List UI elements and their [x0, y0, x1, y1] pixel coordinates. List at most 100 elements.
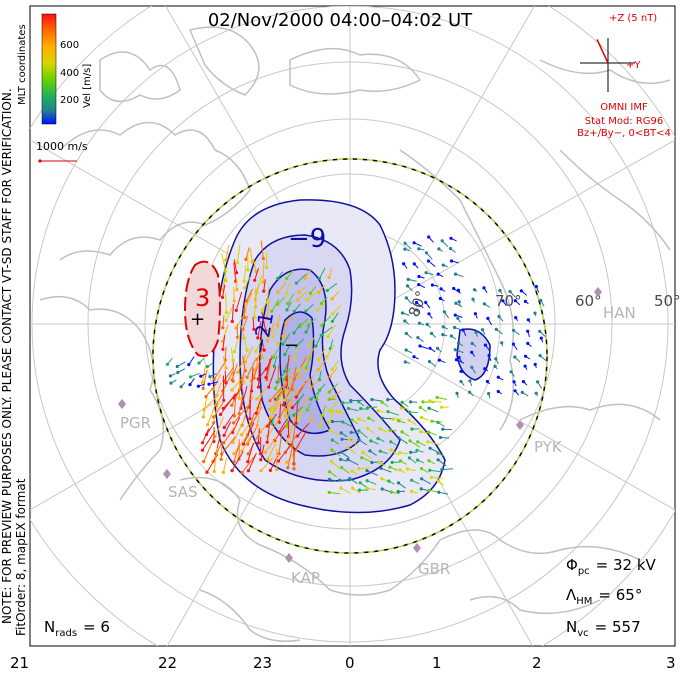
velocity-vector — [271, 404, 278, 412]
velocity-vector — [332, 390, 342, 399]
velocity-vector — [328, 401, 339, 411]
velocity-vector — [484, 368, 489, 372]
site-label-han: HAN — [603, 304, 636, 322]
velocity-vector — [329, 492, 340, 495]
velocity-vector — [282, 333, 291, 345]
velocity-vector — [282, 325, 286, 337]
site-marker-pyk — [516, 420, 524, 430]
velocity-vector — [348, 438, 359, 447]
velocity-vector — [231, 387, 242, 406]
velocity-vector-dot — [241, 380, 245, 384]
velocity-vector — [278, 418, 288, 433]
velocity-vector — [535, 286, 540, 293]
velocity-vector — [239, 371, 245, 390]
velocity-vector — [487, 381, 491, 385]
velocity-vector — [255, 275, 263, 293]
imf-condition: Bz+/By−, 0<BT<4 — [577, 128, 671, 139]
velocity-vector — [207, 400, 218, 425]
velocity-vector — [431, 476, 443, 479]
velocity-vector — [437, 459, 447, 467]
velocity-vector — [417, 459, 424, 464]
site-label-kap: KAP — [291, 569, 320, 587]
velocity-vector — [321, 315, 332, 326]
velocity-vector-dot — [230, 319, 234, 324]
velocity-vector — [425, 272, 434, 276]
velocity-vector — [370, 440, 379, 445]
velocity-vector — [418, 284, 426, 289]
velocity-vector — [272, 326, 278, 337]
velocity-vector — [285, 396, 294, 417]
velocity-vector — [428, 260, 436, 267]
velocity-vector — [318, 348, 326, 360]
velocity-vector — [381, 401, 389, 408]
velocity-vector — [297, 422, 310, 437]
velocity-vector — [418, 276, 425, 279]
velocity-vector — [534, 364, 537, 368]
velocity-vector — [342, 421, 353, 427]
stat-vector-count: Nvc = 557 — [566, 618, 641, 639]
velocity-vector — [494, 366, 498, 370]
velocity-vector — [401, 431, 410, 437]
velocity-vector — [234, 383, 244, 399]
velocity-vector — [513, 329, 520, 336]
site-marker-pgr — [118, 399, 126, 409]
velocity-vector — [387, 411, 400, 416]
velocity-vector — [398, 420, 406, 424]
velocity-vector — [469, 391, 474, 397]
velocity-vector — [358, 418, 367, 422]
velocity-vector — [450, 248, 456, 253]
velocity-vector — [215, 391, 225, 406]
velocity-vector — [293, 450, 296, 469]
velocity-vector — [293, 322, 302, 334]
velocity-vector — [267, 322, 275, 342]
velocity-vector — [455, 349, 464, 354]
velocity-vector — [231, 363, 238, 380]
velocity-vector — [266, 420, 271, 443]
velocity-vector — [256, 400, 262, 426]
velocity-vector — [319, 383, 326, 391]
velocity-vector — [177, 361, 186, 367]
dawn-cell-plus-marker: + — [190, 309, 205, 330]
velocity-vector — [297, 393, 305, 403]
velocity-vector — [252, 317, 255, 330]
velocity-vector — [265, 358, 271, 378]
velocity-vector — [455, 273, 464, 278]
velocity-vector — [307, 318, 316, 326]
imf-z-label: +Z (5 nT) — [609, 13, 657, 24]
velocity-vector — [298, 286, 306, 293]
coastlines — [39, 26, 671, 642]
velocity-vector — [377, 438, 385, 442]
velocity-vector — [456, 359, 465, 364]
velocity-vector — [475, 332, 478, 337]
velocity-vector — [401, 407, 409, 409]
velocity-vector — [306, 293, 315, 300]
velocity-vector — [411, 479, 420, 485]
velocity-vector — [247, 412, 255, 436]
velocity-vector — [337, 411, 345, 415]
velocity-vector — [539, 355, 547, 361]
velocity-vector — [329, 366, 338, 378]
site-marker-gbr — [413, 543, 421, 553]
velocity-vector — [331, 312, 339, 322]
velocity-vector — [498, 376, 504, 381]
velocity-vector — [233, 404, 250, 424]
velocity-vector — [243, 335, 248, 351]
velocity-vector — [246, 288, 253, 302]
site-label-gbr: GBR — [418, 560, 450, 578]
velocity-vector — [407, 468, 417, 472]
velocity-vector — [358, 467, 370, 470]
velocity-vector — [469, 380, 473, 387]
velocity-vector — [249, 399, 251, 419]
velocity-vector — [527, 343, 532, 347]
velocity-vector — [249, 248, 253, 263]
velocity-vector — [209, 373, 217, 378]
velocity-vector — [222, 324, 229, 342]
mlt-tick-3: 3 — [666, 654, 676, 672]
velocity-vector — [351, 470, 358, 476]
velocity-vector — [267, 440, 278, 460]
site-marker-han — [594, 287, 602, 297]
velocity-vector — [442, 334, 448, 337]
velocity-vector — [527, 319, 531, 323]
velocity-vector — [389, 466, 398, 471]
heppner-maynard-boundary-highlight — [152, 158, 548, 554]
